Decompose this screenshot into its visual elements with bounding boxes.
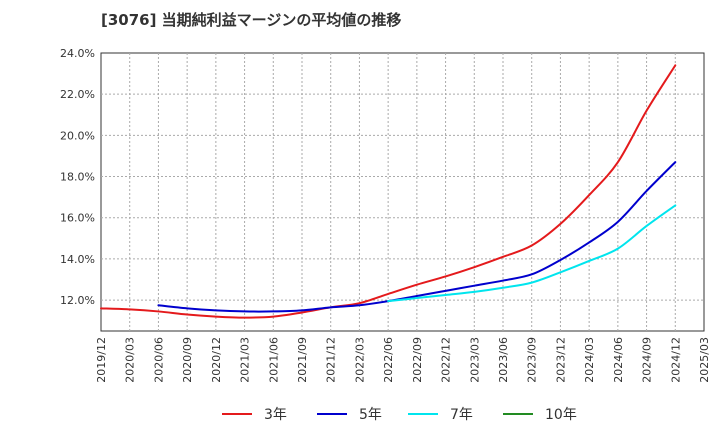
x-tick-label: 2021/12: [325, 337, 338, 383]
y-tick-label: 16.0%: [60, 212, 95, 225]
x-tick-label: 2024/03: [583, 337, 596, 383]
x-tick-label: 2023/06: [497, 337, 510, 383]
x-tick-label: 2021/06: [267, 337, 280, 383]
plot-area: [100, 52, 705, 332]
legend: 3年 5年 7年 10年: [222, 407, 577, 423]
chart-title: [3076] 当期純利益マージンの平均値の推移: [101, 11, 402, 29]
x-tick-label: 2025/03: [698, 337, 711, 383]
series-lines: [100, 64, 677, 319]
y-tick-label: 20.0%: [60, 129, 95, 142]
x-tick-label: 2020/03: [124, 337, 137, 383]
y-tick-label: 18.0%: [60, 171, 95, 184]
y-tick-label: 12.0%: [60, 294, 95, 307]
x-tick-label: 2022/09: [411, 337, 424, 383]
legend-label-0: 3年: [264, 407, 287, 423]
legend-label-1: 5年: [359, 407, 382, 423]
x-tick-label: 2022/03: [353, 337, 366, 383]
legend-label-3: 10年: [545, 407, 577, 423]
x-tick-label: 2019/12: [95, 337, 108, 383]
x-tick-label: 2023/09: [526, 337, 539, 383]
series-line-0: [100, 64, 677, 319]
x-tick-label: 2021/09: [296, 337, 309, 383]
x-tick-label: 2020/06: [152, 337, 165, 383]
y-axis-ticks: 24.0% 22.0% 20.0% 18.0% 16.0% 14.0% 12.0%: [60, 47, 95, 307]
y-tick-label: 22.0%: [60, 88, 95, 101]
x-tick-label: 2020/12: [210, 337, 223, 383]
y-tick-label: 14.0%: [60, 253, 95, 266]
series-line-2: [387, 204, 677, 303]
x-tick-label: 2020/09: [181, 337, 194, 383]
x-tick-label: 2024/12: [669, 337, 682, 383]
x-tick-label: 2024/06: [612, 337, 625, 383]
x-tick-label: 2022/06: [382, 337, 395, 383]
series-line-1: [157, 161, 677, 313]
x-tick-label: 2023/12: [554, 337, 567, 383]
x-tick-label: 2022/12: [440, 337, 453, 383]
y-tick-label: 24.0%: [60, 47, 95, 60]
x-axis-ticks: 2019/12 2020/03 2020/06 2020/09 2020/12 2021/…: [95, 337, 711, 383]
x-tick-label: 2024/09: [641, 337, 654, 383]
legend-label-2: 7年: [450, 407, 473, 423]
x-tick-label: 2023/03: [468, 337, 481, 383]
x-tick-label: 2021/03: [239, 337, 252, 383]
